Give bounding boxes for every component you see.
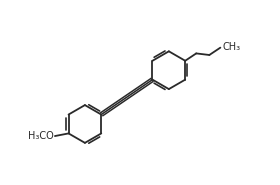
Text: H₃CO: H₃CO [28, 131, 53, 141]
Text: CH₃: CH₃ [222, 42, 240, 52]
